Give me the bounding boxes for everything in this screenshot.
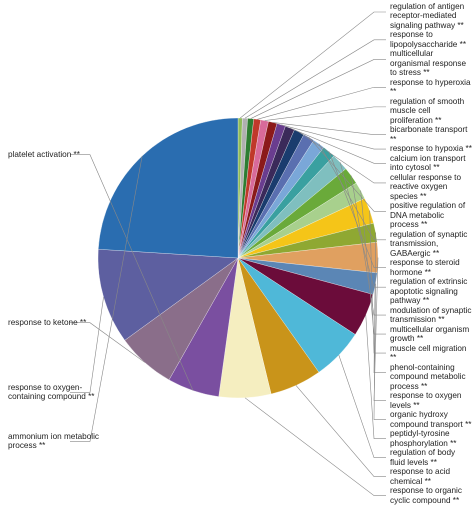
- slice-label: regulation of extrinsic apoptotic signal…: [390, 277, 468, 306]
- leader-line: [70, 322, 145, 363]
- slice-label: response to oxygen levels **: [390, 391, 462, 410]
- leader-line: [264, 106, 386, 121]
- slice-label: peptidyl-tyrosine phosphorylation **: [390, 429, 457, 448]
- leader-line: [70, 155, 143, 442]
- leader-line: [350, 175, 386, 316]
- right-labels: regulation of antigen receptor-mediated …: [390, 2, 472, 505]
- slice-label: response to ketone **: [8, 318, 87, 327]
- slice-label: response to hyperoxia **: [390, 77, 471, 97]
- slice-label: response to acid chemical **: [390, 467, 451, 486]
- leader-line: [308, 137, 386, 212]
- leader-line: [240, 11, 386, 119]
- leader-line: [295, 385, 386, 477]
- pie-slice: [98, 117, 239, 259]
- slice-label: regulation of antigen receptor-mediated …: [390, 2, 465, 30]
- leader-line: [338, 355, 386, 458]
- slice-label: response to organic cyclic compound **: [390, 486, 462, 505]
- slice-label: response to oxygen-containing compound *…: [8, 383, 95, 402]
- leader-line: [289, 127, 386, 164]
- leader-line: [373, 232, 386, 373]
- leader-line: [244, 39, 386, 119]
- leader-line: [70, 297, 104, 393]
- slice-label: platelet activation **: [8, 150, 80, 159]
- slice-label: multicellular organism growth **: [390, 324, 470, 344]
- leader-line: [318, 143, 386, 241]
- slice-label: cellular response to reactive oxygen spe…: [390, 172, 461, 201]
- slice-label: phenol-containing compound metabolic pro…: [390, 362, 466, 391]
- leader-line: [360, 190, 386, 335]
- slice-label: positive regulation of DNA metabolic pro…: [390, 201, 466, 230]
- pie-slice: [97, 249, 239, 341]
- leader-line: [339, 162, 386, 288]
- leader-line: [281, 124, 386, 150]
- slice-label: response to lipopolysaccharide **: [390, 30, 467, 49]
- slice-label: response to steroid hormone **: [390, 258, 460, 277]
- leader-line: [299, 131, 386, 184]
- slice-label: muscle cell migration **: [390, 343, 467, 363]
- slice-label: response to hypoxia **: [390, 144, 472, 154]
- slice-label: bicarbonate transport **: [390, 125, 468, 144]
- slice-label: ammonium ion metabolic process **: [8, 432, 100, 451]
- leader-line: [257, 86, 386, 120]
- slice-label: calcium ion transport into cytosol **: [390, 153, 466, 173]
- leader-line: [70, 154, 194, 391]
- leader-line: [244, 397, 386, 496]
- leader-line: [272, 122, 386, 136]
- leader-line: [373, 283, 386, 420]
- leader-line: [365, 315, 386, 439]
- slice-label: regulation of body fluid levels **: [390, 448, 456, 467]
- slice-label: regulation of smooth muscle cell prolife…: [390, 96, 465, 125]
- leader-line: [328, 151, 386, 268]
- slice-label: modulation of synaptic transmission **: [390, 305, 472, 325]
- slice-label: regulation of synaptic transmission, GAB…: [390, 229, 468, 258]
- slice-label: organic hydroxy compound transport **: [390, 410, 472, 429]
- leader-line: [250, 59, 386, 119]
- slice-label: multicellular organismal response to str…: [390, 49, 467, 78]
